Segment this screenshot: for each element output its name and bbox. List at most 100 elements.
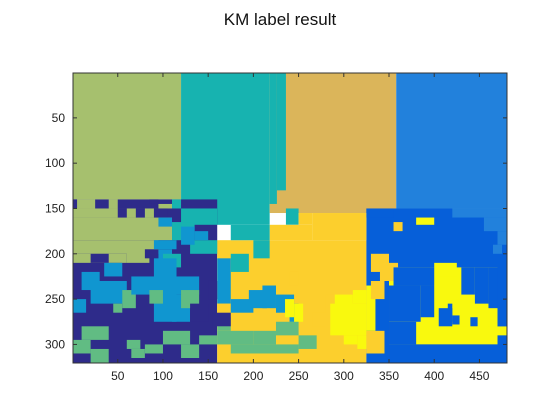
chart-title: KM label result — [223, 10, 337, 29]
label-cell — [230, 224, 270, 241]
label-cell — [330, 303, 367, 336]
label-cell — [294, 303, 304, 322]
label-cell — [389, 321, 417, 345]
x-tick-label: 150 — [198, 369, 218, 383]
y-tick-label: 200 — [45, 247, 65, 261]
y-tick-label: 150 — [45, 201, 65, 215]
label-cell — [366, 285, 376, 331]
label-cell — [81, 326, 109, 340]
label-cell — [73, 339, 91, 354]
label-cell — [181, 208, 218, 225]
label-cell — [438, 308, 453, 327]
label-cell — [389, 344, 507, 363]
label-cell — [285, 208, 299, 225]
label-cell — [230, 344, 299, 354]
label-cell — [366, 330, 385, 354]
label-cell — [230, 299, 254, 313]
label-cell — [253, 240, 270, 259]
label-cell — [289, 271, 299, 286]
label-cell — [144, 344, 163, 354]
label-cell — [488, 267, 498, 309]
label-cell — [497, 231, 507, 245]
x-tick-label: 450 — [469, 369, 489, 383]
x-tick-label: 250 — [289, 369, 309, 383]
label-cell — [217, 258, 231, 304]
label-cell — [126, 249, 150, 263]
y-tick-label: 100 — [45, 156, 65, 170]
label-cell — [73, 217, 173, 241]
label-region-tan-top — [269, 73, 397, 214]
label-cell — [73, 208, 159, 218]
label-cell — [181, 344, 200, 359]
label-cell — [370, 280, 385, 300]
x-tick-label: 50 — [111, 369, 125, 383]
label-cell — [181, 226, 195, 245]
label-region-green-top-left — [73, 73, 182, 200]
label-cell — [190, 240, 218, 254]
y-tick-label: 50 — [52, 111, 66, 125]
label-cell — [73, 199, 78, 209]
label-cell — [90, 253, 109, 263]
label-cell — [452, 315, 460, 325]
x-tick-label: 350 — [379, 369, 399, 383]
label-cell — [461, 267, 475, 295]
label-cell — [393, 222, 403, 232]
label-cell — [217, 330, 254, 345]
label-cell — [153, 240, 177, 250]
label-cell — [162, 330, 191, 345]
label-cell — [158, 203, 172, 209]
label-cell — [452, 208, 507, 218]
x-tick-label: 100 — [153, 369, 173, 383]
x-tick-label: 200 — [243, 369, 263, 383]
label-cell — [194, 231, 209, 241]
label-cell — [208, 280, 218, 300]
label-cell — [470, 317, 478, 327]
label-cell — [108, 199, 118, 209]
label-cell — [199, 335, 218, 345]
label-cell — [379, 262, 399, 281]
label-cell — [366, 208, 394, 218]
label-cell — [312, 312, 326, 327]
label-cell — [90, 348, 109, 363]
label-cell — [429, 326, 498, 340]
label-cell — [269, 73, 277, 204]
label-cell — [262, 285, 276, 309]
label-cell — [212, 312, 231, 327]
label-cell — [149, 290, 163, 304]
label-cell — [357, 335, 367, 349]
y-tick-label: 250 — [45, 292, 65, 306]
label-cell — [276, 73, 286, 191]
label-cell — [312, 213, 367, 241]
label-cell — [117, 208, 127, 218]
label-cell — [269, 224, 313, 241]
label-cell — [172, 199, 182, 209]
label-cell — [153, 258, 177, 322]
label-cell — [230, 253, 249, 272]
label-cell — [352, 290, 367, 304]
label-cell — [298, 213, 313, 225]
label-cell — [149, 199, 159, 204]
label-cell — [393, 267, 435, 286]
x-tick-label: 300 — [334, 369, 354, 383]
label-cell — [190, 303, 209, 322]
label-cell — [389, 285, 421, 322]
label-cell — [77, 199, 96, 209]
label-cell — [416, 326, 430, 340]
label-cell — [343, 335, 358, 345]
axis-ticks: 50 100 150 200 250 300 350 400 450 50 100 150 200 250… — [45, 73, 507, 383]
plot-frame — [72, 72, 508, 364]
label-cell — [104, 262, 123, 277]
label-region-blue-top-right — [396, 73, 507, 209]
label-cell — [420, 285, 435, 318]
label-cell — [122, 290, 136, 309]
label-cell — [298, 335, 317, 349]
label-cell — [135, 208, 145, 218]
label-cell — [253, 330, 276, 345]
label-cell — [167, 276, 200, 295]
label-cell — [131, 348, 145, 359]
label-cell — [285, 299, 295, 318]
label-cell — [131, 276, 159, 295]
label-image — [73, 73, 507, 363]
label-cell — [488, 326, 507, 336]
